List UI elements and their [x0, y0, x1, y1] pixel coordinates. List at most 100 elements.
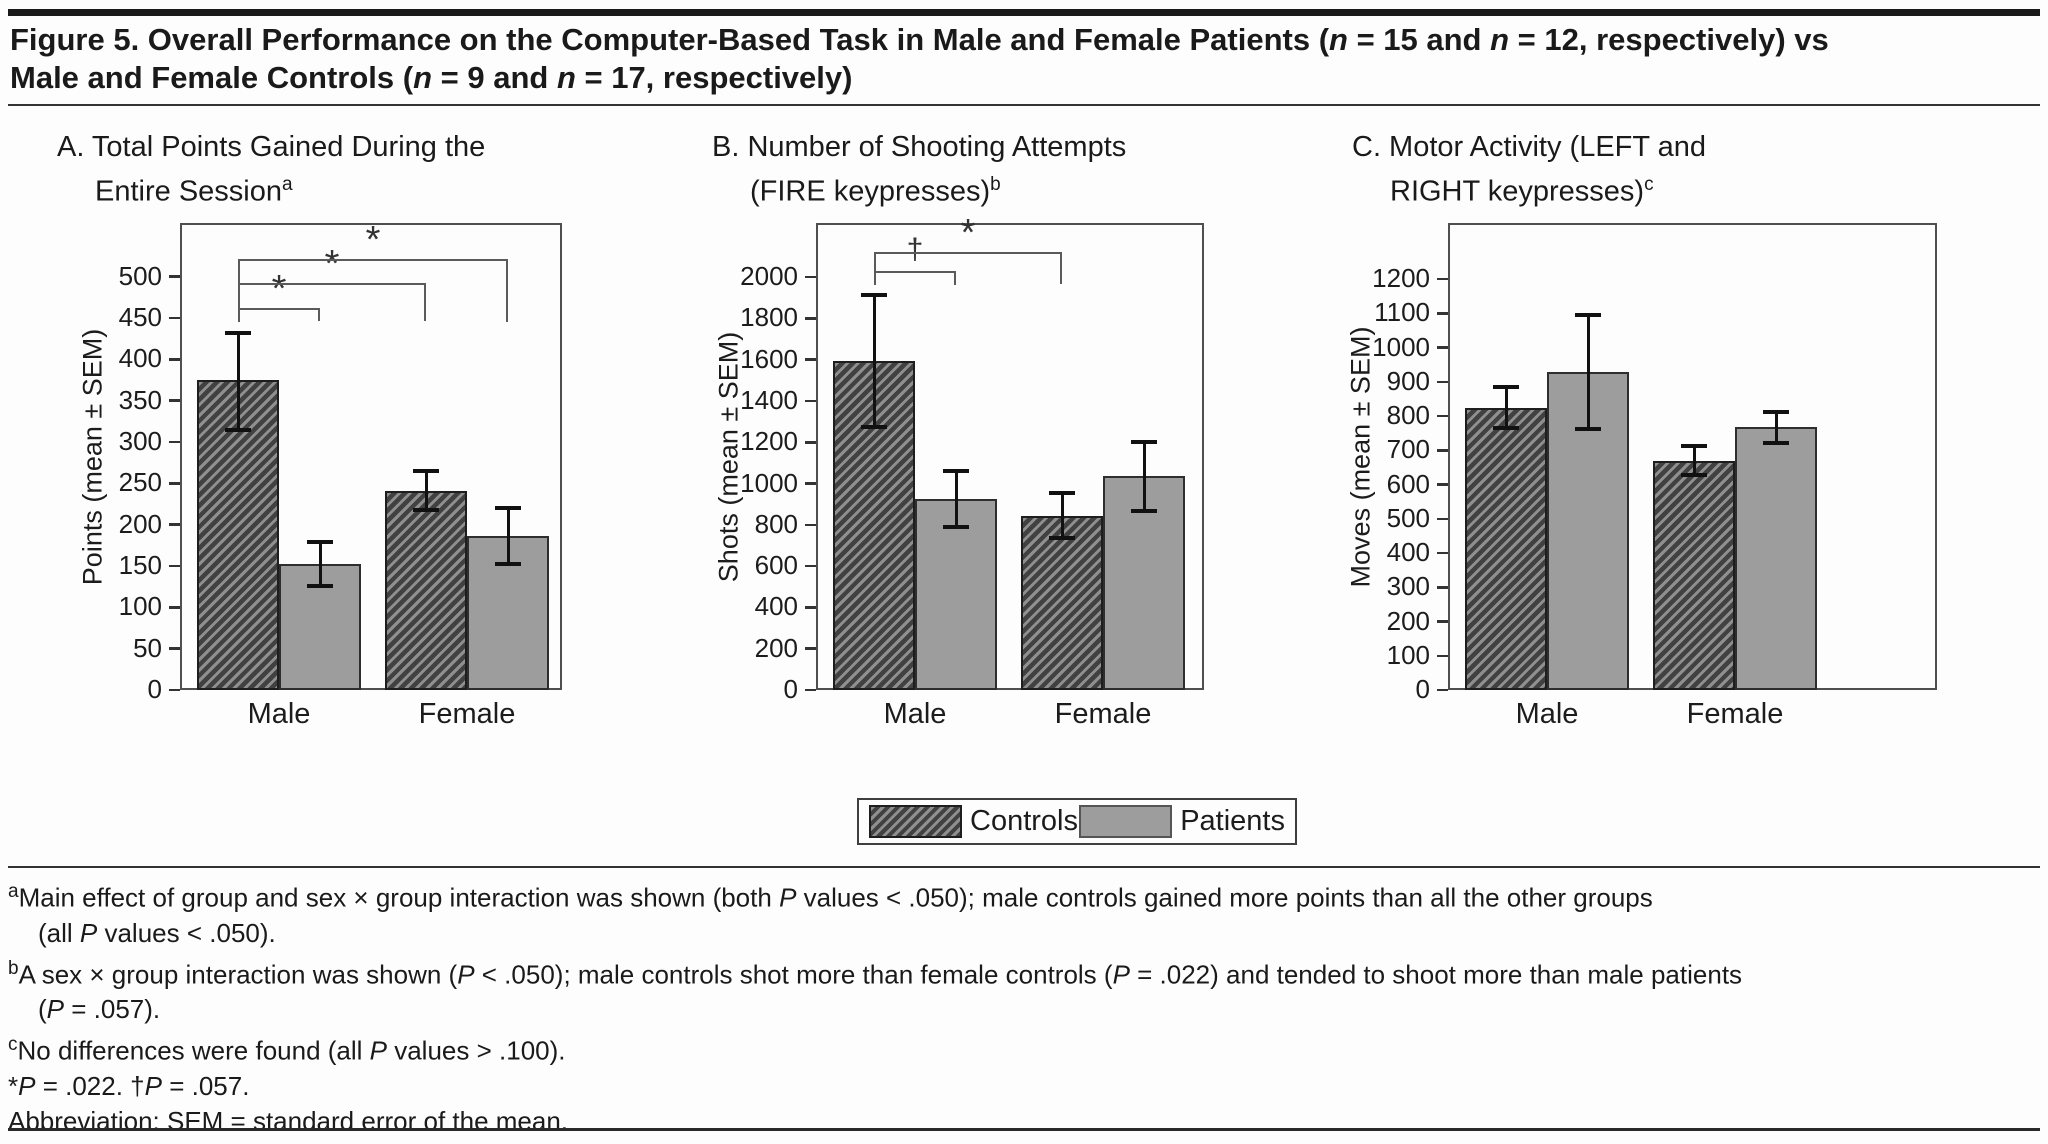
controls-label: Controls — [970, 805, 1078, 837]
panel-c-xlabel-female: Female — [1686, 698, 1784, 730]
panel-b-ytick-label: 2000 — [740, 261, 798, 292]
panel-c-error-bar-cap-bottom — [1575, 426, 1601, 431]
patients-label: Patients — [1180, 805, 1285, 837]
panel-a-bar-female-controls — [385, 490, 467, 690]
panel-c-error-bar-line — [1774, 411, 1778, 443]
panel-b-ytick-mark — [805, 317, 816, 320]
panel-a-sig-symbol: * — [271, 268, 287, 311]
panel-c-ytick-label: 100 — [1386, 639, 1430, 670]
panel-b-error-bar-cap-top — [861, 292, 887, 297]
panel-a-ytick-label: 100 — [118, 591, 162, 622]
panel-a-ytick-label: 250 — [118, 467, 162, 498]
panel-c-ytick-mark — [1437, 586, 1448, 589]
panel-b-ytick-mark — [805, 482, 816, 485]
top-rule — [8, 9, 2040, 16]
panel-c-error-bar-cap-bottom — [1493, 426, 1519, 431]
panel-b-error-bar-line — [872, 294, 876, 427]
panel-c-ytick-mark — [1437, 517, 1448, 521]
panel-a-error-bar-cap-bottom — [307, 583, 333, 588]
panel-a-sig-bracket-leg — [424, 283, 426, 321]
panel-a-ytick-label: 150 — [118, 550, 162, 581]
panel-b-sig-bracket-line — [874, 252, 1062, 255]
panel-c-bar-male-controls — [1465, 407, 1547, 690]
panel-b-ytick-label: 0 — [783, 674, 798, 704]
panel-b-ytick-mark — [805, 606, 816, 609]
panel-c-error-bar-cap-top — [1575, 313, 1601, 318]
panel-a-bar-male-controls — [197, 380, 279, 690]
panel-c-ytick-label: 1100 — [1374, 297, 1430, 328]
panel-c-ytick-label: 200 — [1386, 605, 1430, 636]
footnote-divider — [8, 866, 2040, 868]
panel-b-sig-symbol: † — [906, 232, 924, 266]
panel-b-error-bar-cap-bottom — [1131, 509, 1157, 514]
panel-c-ytick-mark — [1437, 483, 1448, 486]
panel-c-ytick-mark — [1437, 620, 1448, 623]
panel-c-ytick-mark — [1437, 312, 1448, 315]
footnote-line: *P = .022. †P = .057. — [8, 1070, 250, 1101]
legend-item-controls: Controls — [869, 805, 1078, 838]
panel-c-ytick-label: 1200 — [1372, 263, 1430, 294]
panel-a-xlabel-female: Female — [418, 698, 516, 730]
panel-b-plot-frame — [816, 223, 1204, 690]
panel-c-ytick-label: 0 — [1415, 674, 1430, 704]
panel-c-xlabel-male: Male — [1515, 698, 1579, 730]
panel-a-sig-bracket-line — [238, 308, 320, 311]
panel-b-ytick-label: 1600 — [740, 343, 798, 374]
panel-a-ytick-mark — [169, 688, 180, 692]
panel-c-error-bar-cap-bottom — [1681, 473, 1707, 478]
panel-a-ytick-mark — [169, 316, 180, 320]
panel-a-sig-symbol: * — [324, 243, 340, 286]
panel-c-error-bar-line — [1692, 445, 1696, 476]
panel-a-sig-bracket-leg — [238, 259, 240, 323]
panel-c-ytick-mark — [1437, 414, 1448, 418]
panel-b-bar-male-patients — [915, 499, 997, 690]
panel-a-error-bar-cap-top — [413, 468, 439, 473]
panel-a-ytick-label: 200 — [118, 508, 162, 539]
panel-b-ytick-label: 600 — [754, 550, 798, 581]
panel-c-bar-female-patients — [1735, 427, 1817, 690]
panel-b-ytick-mark — [805, 647, 816, 650]
panel-c-ytick-label: 1000 — [1372, 331, 1430, 362]
panel-c-ytick-label: 400 — [1386, 537, 1430, 568]
panel-a-ytick-mark — [169, 275, 180, 278]
panel-c-error-bar-cap-top — [1493, 384, 1519, 389]
panel-b-xlabel-male: Male — [883, 698, 947, 730]
panel-b-error-bar-cap-bottom — [943, 524, 969, 529]
panel-c-ytick-mark — [1437, 277, 1448, 281]
panel-b-heading: B. Number of Shooting Attempts (FIRE keyp… — [712, 128, 1126, 211]
panel-c-ytick-mark — [1437, 449, 1448, 452]
panel-c-heading: C. Motor Activity (LEFT and RIGHT keypres… — [1352, 128, 1706, 211]
panel-c-ytick-mark — [1437, 346, 1448, 349]
footnote-line: (P = .057). — [38, 994, 161, 1025]
footnote-line: bA sex × group interaction was shown (P … — [8, 957, 1743, 990]
panel-a-error-bar-line — [424, 470, 428, 510]
panel-a-heading: A. Total Points Gained During the Entire … — [57, 128, 485, 211]
panel-a-sig-bracket-leg — [318, 308, 320, 321]
panel-b-ytick-label: 1400 — [740, 384, 798, 415]
panel-a-error-bar-cap-top — [307, 540, 333, 545]
panel-a-error-bar-cap-bottom — [495, 562, 521, 567]
panel-b-ytick-mark — [805, 688, 816, 692]
panel-c-ytick-mark — [1437, 654, 1448, 657]
panel-a-ytick-mark — [169, 440, 180, 444]
panel-a-ytick-label: 500 — [118, 260, 162, 291]
panel-a-heading-line1: A. Total Points Gained During the — [57, 131, 486, 163]
panel-c-ytick-label: 700 — [1386, 434, 1430, 465]
panel-c-ytick-label: 600 — [1386, 468, 1430, 499]
panel-a-error-bar-cap-top — [225, 330, 251, 335]
panel-b-ytick-label: 400 — [754, 591, 798, 622]
panel-b-ytick-label: 1200 — [740, 426, 798, 457]
panel-c-ytick-label: 800 — [1386, 400, 1430, 431]
panel-a-ytick-mark — [169, 523, 180, 526]
panel-b-sig-bracket-leg — [954, 270, 956, 286]
panel-b-error-bar-line — [1060, 492, 1064, 539]
panel-b-error-bar-cap-top — [1049, 490, 1075, 495]
footnotes: aMain effect of group and sex × group in… — [8, 874, 1742, 1139]
panel-a-heading-line2: Entire Sessiona — [95, 174, 293, 208]
panel-a-ytick-label: 0 — [147, 674, 162, 704]
panel-b-ytick-mark — [805, 275, 816, 279]
panel-b-error-bar-cap-top — [943, 469, 969, 474]
panel-b-bar-female-controls — [1021, 515, 1103, 690]
panel-c-bar-female-controls — [1653, 460, 1735, 690]
